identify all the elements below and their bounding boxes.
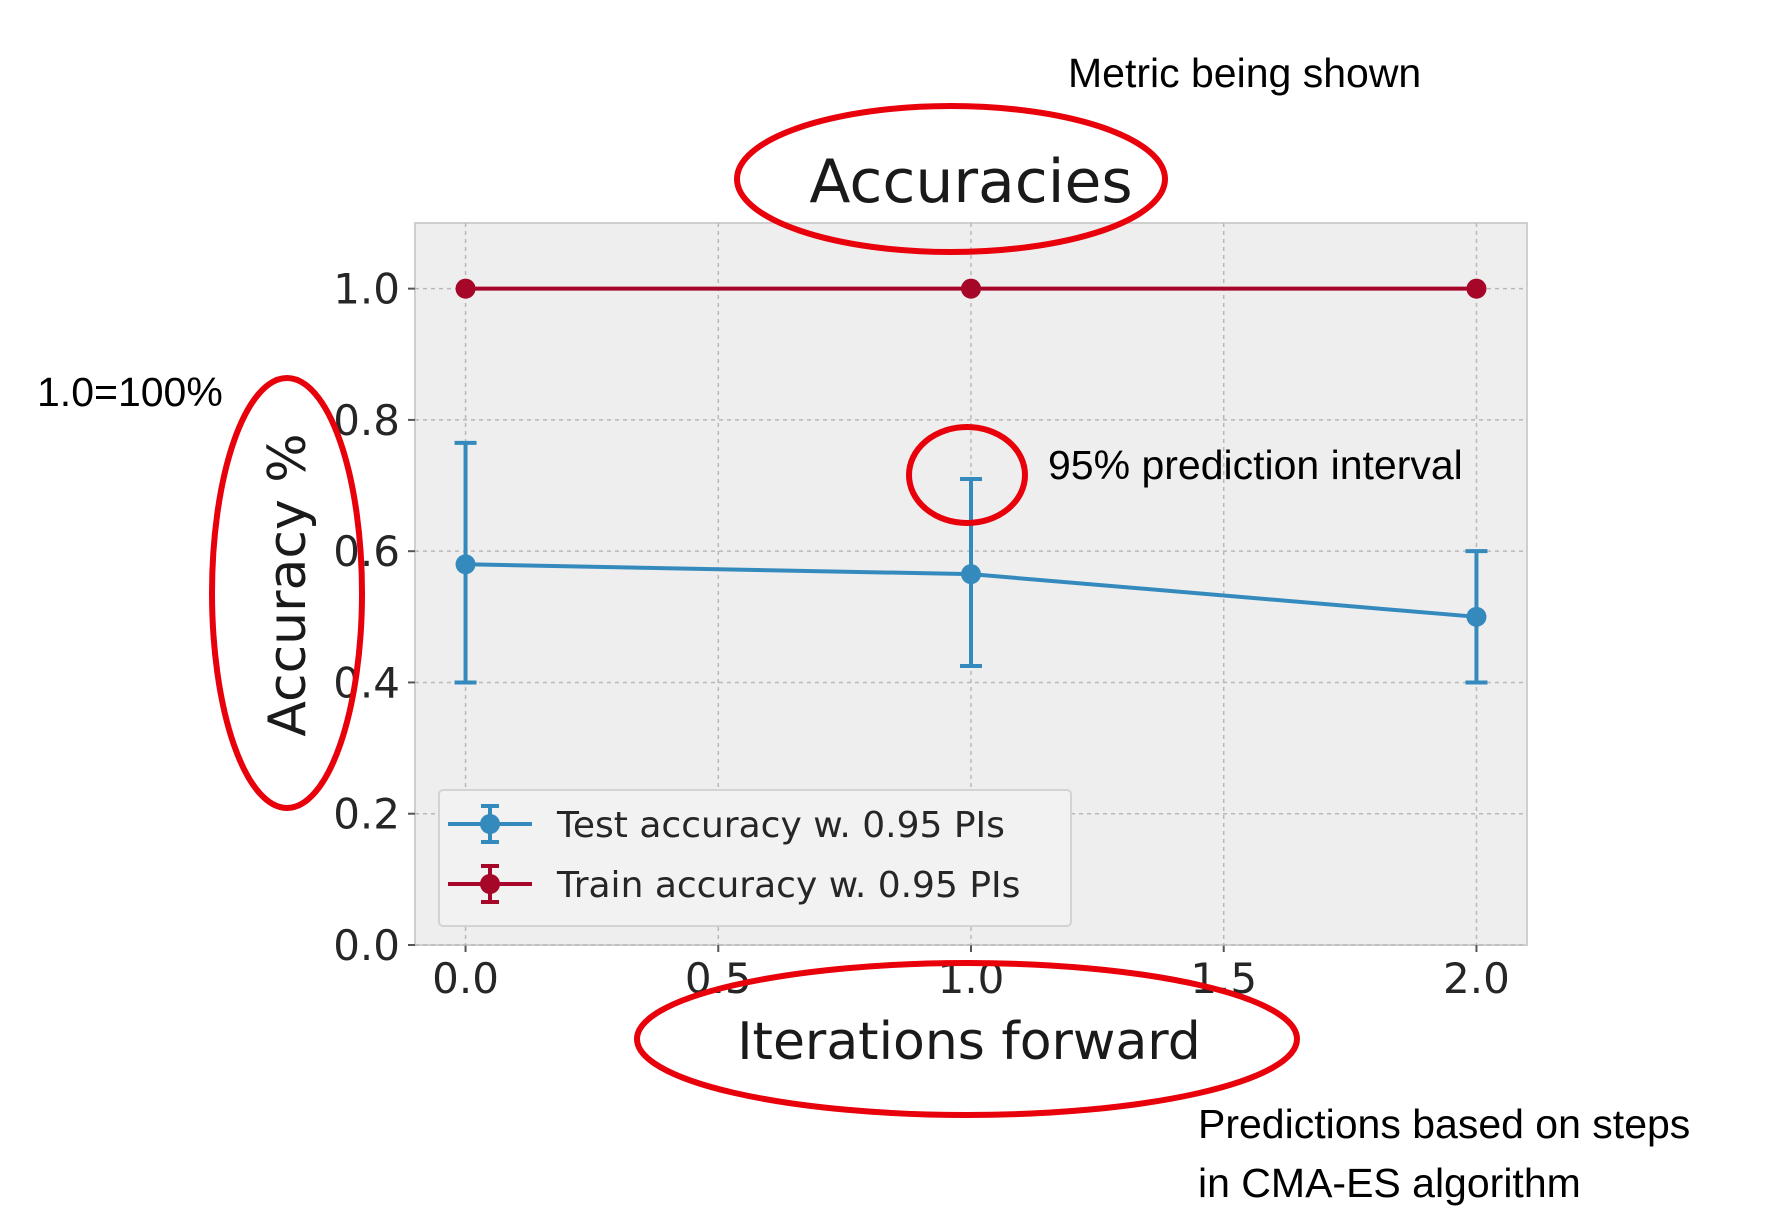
annotation-predictions-line2: in CMA-ES algorithm [1198, 1160, 1581, 1206]
data-point [1466, 606, 1487, 627]
x-tick-label: 2.0 [1443, 954, 1510, 1003]
xlabel-highlight-ellipse [634, 960, 1300, 1118]
legend-item-test: Test accuracy w. 0.95 PIs [448, 804, 1005, 846]
annotation-interval: 95% prediction interval [1048, 442, 1463, 488]
annotation-scale: 1.0=100% [37, 369, 223, 415]
legend-box [438, 789, 1072, 927]
y-tick-label: 0.8 [333, 396, 400, 445]
y-tick-label: 0.4 [333, 658, 400, 707]
title-highlight-ellipse [734, 103, 1168, 255]
legend-test-marker [480, 814, 500, 834]
x-axis-label: Iterations forward [737, 1012, 1201, 1072]
ylabel-highlight-ellipse [209, 375, 365, 811]
chart-title: Accuracies [809, 147, 1132, 217]
y-tick-labels: 0.0 0.2 0.4 0.6 0.8 1.0 [333, 265, 400, 970]
legend: Test accuracy w. 0.95 PIs Train accuracy… [438, 789, 1072, 927]
series-train [455, 278, 1487, 299]
x-tick-label: 1.5 [1190, 954, 1257, 1003]
legend-item-train: Train accuracy w. 0.95 PIs [448, 864, 1020, 906]
y-tick-label: 0.6 [333, 527, 400, 576]
legend-train-marker [480, 874, 500, 894]
y-axis-label: Accuracy % [258, 433, 318, 736]
y-tick-label: 0.2 [333, 790, 400, 839]
data-point [961, 564, 981, 585]
data-point [455, 278, 476, 299]
series-test [454, 440, 1488, 685]
x-tick-label: 0.0 [432, 954, 499, 1003]
annotation-predictions-line1: Predictions based on steps [1198, 1101, 1691, 1147]
annotation-ellipses [209, 103, 1300, 1118]
y-tick-label: 1.0 [333, 265, 400, 314]
data-point [961, 278, 981, 299]
interval-highlight-ellipse [906, 424, 1028, 526]
series-group [454, 278, 1488, 685]
annotation-metric: Metric being shown [1068, 50, 1422, 96]
legend-test-label: Test accuracy w. 0.95 PIs [556, 805, 1005, 846]
data-point [1466, 278, 1487, 299]
data-point [455, 554, 476, 575]
y-tick-label: 0.0 [333, 921, 400, 970]
legend-train-label: Train accuracy w. 0.95 PIs [556, 865, 1020, 906]
